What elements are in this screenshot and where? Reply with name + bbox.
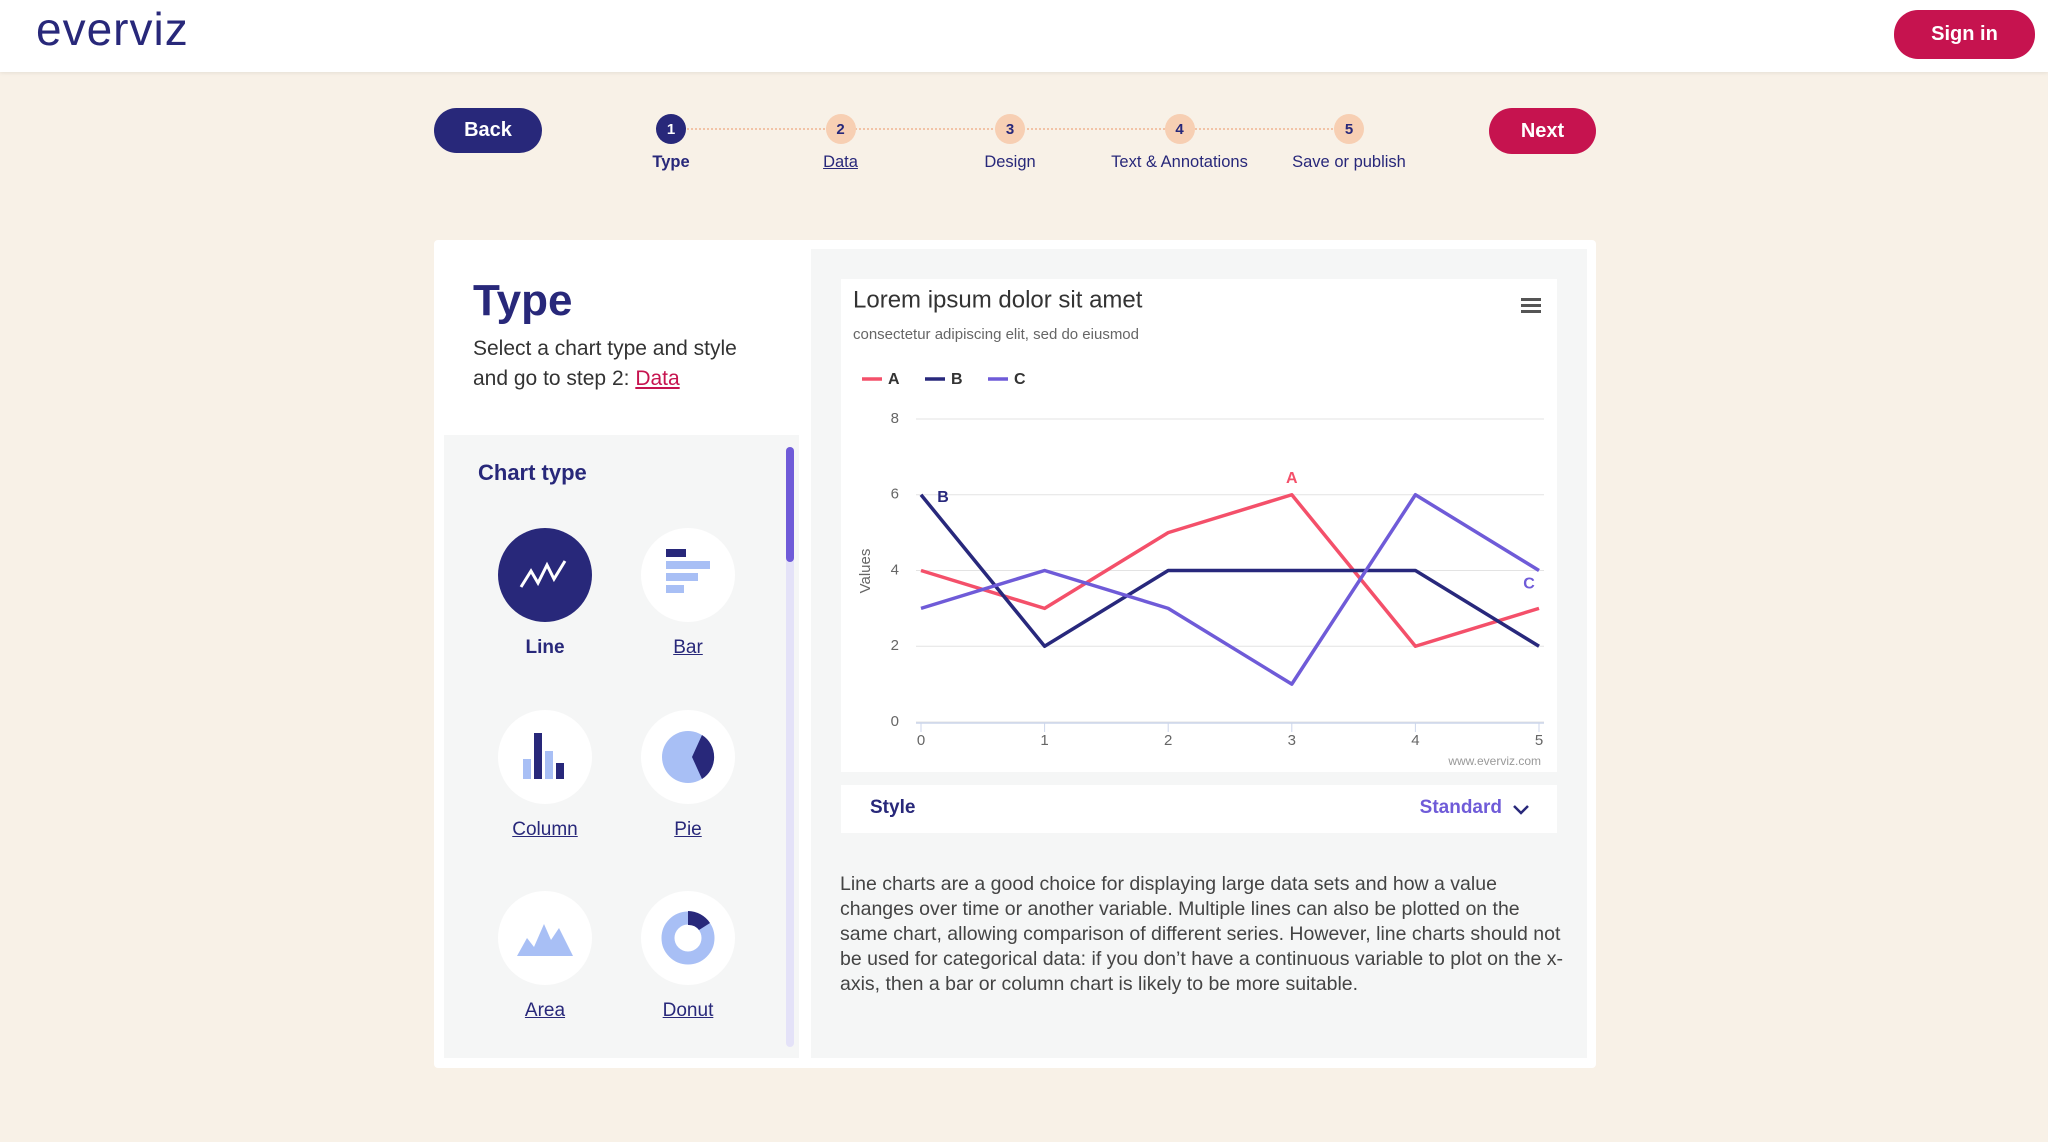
y-tick-label: 6 [891, 486, 899, 503]
chart-type-label[interactable]: Donut [662, 1000, 714, 1021]
y-tick-label: 8 [891, 410, 899, 427]
chart-type-icon[interactable] [498, 528, 592, 622]
scrollbar-track [786, 447, 794, 1047]
step-label[interactable]: Data [823, 153, 858, 171]
x-tick-label: 1 [1040, 732, 1048, 749]
menu-bar [1521, 298, 1541, 301]
chart-title: Lorem ipsum dolor sit amet [853, 286, 1143, 313]
series-annotation: C [1523, 576, 1535, 593]
step-label[interactable]: Type [652, 153, 690, 171]
step-number[interactable]: 2 [825, 114, 856, 144]
chart-type-label[interactable]: Column [512, 818, 578, 840]
chart-subtitle: consectetur adipiscing elit, sed do eius… [853, 326, 1139, 343]
step-number[interactable]: 5 [1334, 114, 1364, 144]
top-bar [0, 0, 2048, 72]
style-value[interactable]: Standard [1419, 797, 1502, 818]
style-label: Style [870, 797, 916, 818]
chart-type-label[interactable]: Pie [674, 818, 702, 840]
chart-type-description: Line charts are a good choice for displa… [840, 873, 1564, 995]
credits: www.everviz.com [1447, 754, 1541, 768]
type-heading: Type [473, 276, 573, 325]
chart-type-icon[interactable] [498, 891, 592, 985]
back-button[interactable]: Back [434, 108, 542, 153]
line-series [919, 493, 1540, 648]
next-button[interactable]: Next [1489, 108, 1596, 154]
step-number[interactable]: 1 [656, 114, 686, 144]
sign-in-button[interactable]: Sign in [1894, 10, 2035, 59]
legend-label[interactable]: C [1014, 371, 1026, 388]
chart-type-heading: Chart type [478, 460, 587, 485]
x-tick-label: 5 [1535, 732, 1543, 749]
dropdown-arrow[interactable] [1512, 804, 1530, 816]
style-bar[interactable] [841, 785, 1557, 833]
series-annotation: A [1286, 470, 1298, 487]
line-series [920, 493, 1540, 686]
step-number[interactable]: 4 [1164, 114, 1195, 144]
data-link[interactable]: Data [635, 367, 680, 390]
x-tick-label: 2 [1164, 732, 1172, 749]
step-label[interactable]: Design [984, 153, 1036, 171]
description-text: Select a chart type and style and go to … [473, 337, 737, 390]
chart-type-label[interactable]: Line [525, 637, 565, 658]
chart-type-icon[interactable] [641, 891, 735, 985]
scrollbar-thumb[interactable] [786, 447, 794, 562]
x-tick-label: 0 [917, 732, 925, 749]
y-tick-label: 4 [891, 561, 899, 578]
chart-type-icon[interactable] [498, 709, 592, 804]
line-series [920, 493, 1540, 648]
step-number[interactable]: 3 [995, 114, 1025, 144]
x-tick-label: 4 [1411, 732, 1419, 749]
chart-type-icon[interactable] [641, 709, 735, 804]
legend-label[interactable]: A [888, 371, 900, 388]
menu-bar [1521, 310, 1541, 313]
x-tick-label: 3 [1288, 732, 1296, 749]
chart-menu[interactable] [1521, 298, 1541, 313]
series-annotation: B [937, 489, 949, 506]
menu-bar [1521, 304, 1541, 307]
y-tick-label: 0 [891, 713, 899, 730]
chart: Lorem ipsum dolor sit amet consectetur a… [841, 279, 1557, 772]
chart-type-label[interactable]: Area [524, 1000, 566, 1021]
logo[interactable]: everviz [36, 3, 189, 55]
legend-label[interactable]: B [951, 371, 963, 388]
step-label[interactable]: Save or publish [1292, 153, 1406, 171]
step-label[interactable]: Text & Annotations [1111, 153, 1248, 171]
y-axis-label: Values [857, 549, 874, 594]
chart-type-icon[interactable] [641, 528, 735, 622]
chart-type-label[interactable]: Bar [673, 637, 703, 658]
type-description: Select a chart type and style and go to … [473, 334, 773, 394]
y-tick-label: 2 [891, 637, 899, 654]
